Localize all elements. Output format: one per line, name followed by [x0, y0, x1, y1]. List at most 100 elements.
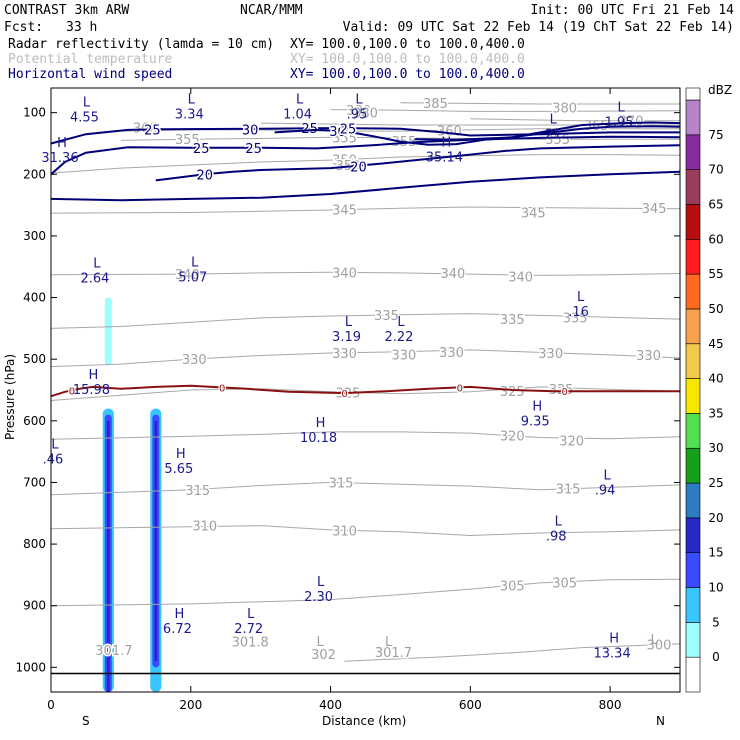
theta-label: 340	[508, 271, 533, 286]
wind-extreme-value: 9.35	[521, 414, 550, 429]
wind-label: 25	[144, 123, 161, 138]
wind-extreme-value: 4.55	[70, 110, 99, 125]
wind-extreme-value: 13.34	[594, 647, 631, 662]
wind-extreme-value: 2.72	[234, 622, 263, 637]
theta-label: 305	[552, 576, 577, 591]
theta-label: 360	[437, 124, 462, 139]
colorbar-swatch	[685, 273, 701, 310]
wind-low-marker: L	[296, 92, 304, 107]
wind-low-marker: L	[577, 290, 585, 305]
theta-contour-385	[400, 102, 680, 105]
theta-extreme-marker: L	[651, 633, 659, 648]
x-axis-south-label: S	[82, 714, 90, 728]
wind-low-marker: L	[317, 575, 325, 590]
theta-label: 380	[552, 102, 577, 117]
colorbar-swatch	[685, 552, 701, 588]
colorbar-swatch	[685, 378, 701, 414]
wind-extreme-value: 2.64	[80, 271, 109, 286]
colorbar-units: dBZ	[708, 83, 732, 97]
reflectivity-column-6	[154, 420, 158, 662]
wind-high-marker: H	[89, 368, 99, 383]
wind-contour-20	[155, 144, 681, 182]
wind-low-marker: L	[247, 607, 255, 622]
wind-extreme-value: 1.04	[283, 107, 312, 122]
wind-extreme-value: 5.65	[164, 462, 193, 477]
colorbar-swatch	[685, 622, 701, 658]
org-label: NCAR/MMM	[240, 3, 303, 18]
wind-low-marker: L	[93, 256, 101, 271]
theta-label: 345	[521, 206, 546, 221]
wind-extreme-value: 1.95	[605, 115, 634, 130]
colorbar-swatch	[685, 308, 701, 345]
theta-label: 330	[392, 348, 417, 363]
wind-high-marker: H	[175, 607, 185, 622]
theta-contour-315	[50, 481, 681, 496]
theta-contour-335	[50, 313, 681, 329]
y-axis-label: Pressure (hPa)	[3, 354, 17, 440]
y-tick-label: 400	[23, 291, 46, 305]
wind-extreme-value: 3.34	[175, 107, 204, 122]
colorbar-swatch	[685, 204, 701, 240]
wind-low-marker: L	[550, 113, 558, 128]
freezing-level-contour	[50, 384, 680, 398]
colorbar-swatch	[685, 656, 701, 693]
colorbar-swatch	[685, 238, 701, 275]
reflectivity-column-0	[104, 297, 112, 366]
x-tick-label: 800	[599, 698, 622, 712]
theta-label: 320	[559, 435, 584, 450]
wind-high-marker: H	[176, 447, 186, 462]
theta-contour-380	[330, 109, 681, 112]
wind-extreme-value: 31.36	[41, 151, 78, 166]
field-3-xy: XY= 100.0,100.0 to 100.0,400.0	[290, 67, 525, 82]
zero-contour-label: 0	[341, 389, 347, 400]
zero-contour-label: 0	[561, 387, 567, 398]
theta-contour-340	[50, 271, 681, 276]
field-3-name: Horizontal wind speed	[8, 67, 172, 82]
x-axis-label: Distance (km)	[322, 714, 406, 728]
wind-extreme-value: 5.07	[178, 271, 207, 286]
wind-extreme-value: .46	[43, 453, 64, 468]
wind-label: 20	[350, 160, 367, 175]
wind-high-marker: H	[57, 136, 67, 151]
y-tick-label: 900	[23, 599, 46, 613]
model-title: CONTRAST 3km ARW	[4, 3, 129, 18]
theta-label: 310	[332, 524, 357, 539]
theta-label: 301.8	[232, 635, 269, 650]
y-tick-label: 300	[23, 229, 46, 243]
y-tick-label: 200	[23, 167, 46, 181]
theta-label: 355	[175, 133, 200, 148]
wind-extreme-value: 2.30	[304, 590, 333, 605]
theta-extreme-marker: L	[316, 635, 324, 650]
theta-contour-325	[50, 386, 681, 401]
colorbar-swatch	[685, 343, 701, 379]
wind-contour-35	[414, 121, 681, 141]
x-axis-north-label: N	[656, 714, 665, 728]
colorbar-label: 65	[708, 197, 723, 211]
colorbar-label: 50	[708, 302, 723, 316]
wind-contour-25	[50, 127, 680, 145]
theta-label: 335	[563, 311, 588, 326]
wind-extreme-value: 2.22	[384, 330, 413, 345]
wind-low-marker: L	[397, 315, 405, 330]
theta-label: 300	[647, 639, 672, 654]
theta-label: 330	[538, 347, 563, 362]
wind-extreme-value: .95	[347, 107, 368, 122]
theta-label: 330	[636, 349, 661, 364]
wind-low-marker: L	[617, 100, 625, 115]
wind-low-marker: L	[188, 92, 196, 107]
colorbar-label: 10	[708, 581, 723, 595]
wind-extreme-value: .16	[568, 305, 589, 320]
theta-label: 325	[500, 385, 525, 400]
theta-label: 330	[439, 346, 464, 361]
x-tick-label: 400	[319, 698, 342, 712]
colorbar-swatch	[685, 447, 701, 484]
wind-low-marker: L	[603, 468, 611, 483]
theta-extreme-marker: L	[385, 635, 393, 650]
colorbar-swatch	[685, 517, 701, 554]
theta-contour-365	[260, 122, 680, 126]
zero-contour-label: 0	[69, 386, 75, 397]
theta-label: 305	[500, 579, 525, 594]
